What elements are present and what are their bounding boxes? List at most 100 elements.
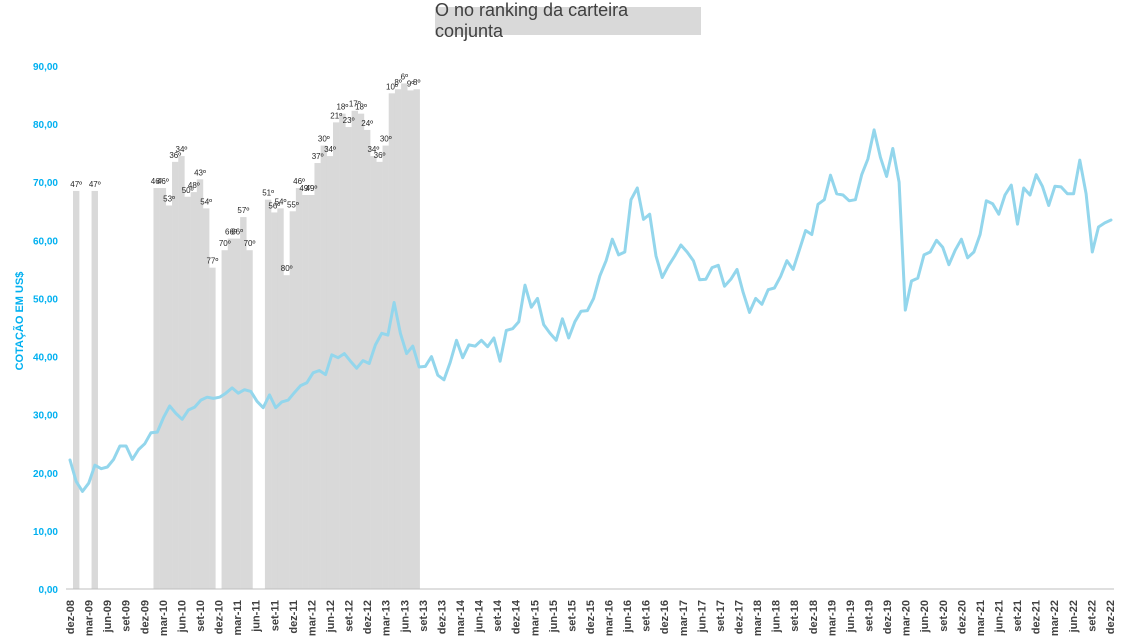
bar-label: 43º [194,168,206,177]
bar-label: 66º [225,228,237,237]
bar-label: 55º [287,200,299,209]
bar [326,156,334,590]
bar [320,145,328,589]
bar-label: 17º [349,100,361,109]
bar-label: 30º [380,135,392,144]
bar [283,275,290,589]
x-tick-label: jun-15 [548,600,560,633]
bar-label: 50º [182,186,194,195]
bar [190,192,198,589]
x-tick-label: set-15 [566,600,578,632]
y-tick-label: 70,00 [33,178,58,189]
bar-label: 18º [336,103,348,112]
x-tick-label: jun-11 [251,600,263,633]
y-tick-label: 30,00 [33,411,58,422]
bar-label: 8º [413,78,420,87]
x-tick-label: dez-12 [362,600,374,634]
bar [221,250,228,589]
y-tick-label: 20,00 [33,469,58,480]
chart-title: O no ranking da carteira conjunta [435,0,629,41]
bar [233,238,241,589]
bar-label: 46º [293,177,305,186]
bar [165,205,173,589]
bar [308,195,315,590]
bar [314,163,321,589]
bar [246,250,253,589]
bar [159,188,167,590]
bar [401,83,408,589]
bar [357,113,365,589]
y-tick-label: 40,00 [33,353,58,364]
bar-label: 80º [281,264,293,273]
bar [240,217,247,590]
x-tick-label: set-13 [418,600,430,632]
bar [413,89,420,589]
x-tick-label: dez-17 [734,600,746,634]
bar [351,110,358,590]
bar-label: 23º [343,116,355,125]
x-tick-label: mar-09 [84,600,96,636]
x-tick-label: set-10 [195,600,207,632]
bar [388,93,396,589]
bar [394,89,402,589]
bar-label: 47º [89,180,101,189]
bar [302,195,309,590]
x-tick-label: set-20 [938,600,950,632]
x-tick-label: mar-20 [901,600,913,636]
x-tick-label: dez-11 [288,600,300,634]
y-tick-group: 0,00 10,00 20,00 30,00 40,00 50,00 60,00 70,00 8… [33,62,58,596]
bar-label: 10º [386,82,398,91]
x-tick-label: set-19 [864,600,876,632]
x-tick-label: set-22 [1086,600,1098,632]
bar [172,161,179,589]
y-tick-label: 80,00 [33,120,58,131]
x-tick-label: jun-13 [399,600,411,633]
bar-label: 36º [169,151,181,160]
bar [271,212,278,589]
bar [277,208,284,589]
bar-label-group: 47º 47º 46º46º53º36º34º50º48º43º54º77º70º6… [70,72,420,273]
y-tick-label: 50,00 [33,294,58,305]
bar-label: 34º [367,145,379,154]
x-tick-label: mar-13 [381,600,393,636]
bar [289,211,297,589]
x-tick-label: mar-14 [455,599,467,636]
x-tick-label: set-11 [269,600,281,631]
x-tick-label: dez-13 [436,600,448,634]
bar-label: 54º [200,197,212,206]
x-tick-label: dez-15 [585,600,597,634]
bar-label: 70º [244,239,256,248]
bar-label: 51º [262,189,274,198]
x-tick-label: set-17 [715,600,727,632]
bar-group [72,83,420,590]
x-tick-label: dez-08 [65,600,77,634]
bar [91,190,98,589]
x-tick-label: dez-14 [511,599,523,634]
x-tick-label: mar-21 [975,600,987,636]
bar-label: 77º [206,257,218,266]
bar [370,156,377,590]
x-tick-label: mar-16 [604,600,616,636]
x-tick-label: jun-16 [622,600,634,633]
y-tick-label: 0,00 [39,585,59,596]
x-tick-label: set-09 [121,600,133,632]
bar [209,267,216,589]
bar-label: 36º [374,151,386,160]
y-tick-label: 60,00 [33,236,58,247]
bar [382,145,389,589]
bar-label: 34º [176,145,188,154]
bar-label: 30º [318,135,330,144]
bar [339,113,346,589]
x-tick-label: mar-19 [826,600,838,636]
x-tick-label: jun-10 [176,600,188,633]
x-tick-label: mar-10 [158,600,170,636]
bar [153,188,160,590]
bar-label: 9º [407,79,414,88]
bar-label: 47º [70,180,82,189]
x-tick-label: set-21 [1012,600,1024,632]
bar-label: 53º [163,194,175,203]
x-tick-label: jun-12 [325,600,337,633]
x-tick-label: dez-10 [214,600,226,634]
bar [227,238,235,589]
